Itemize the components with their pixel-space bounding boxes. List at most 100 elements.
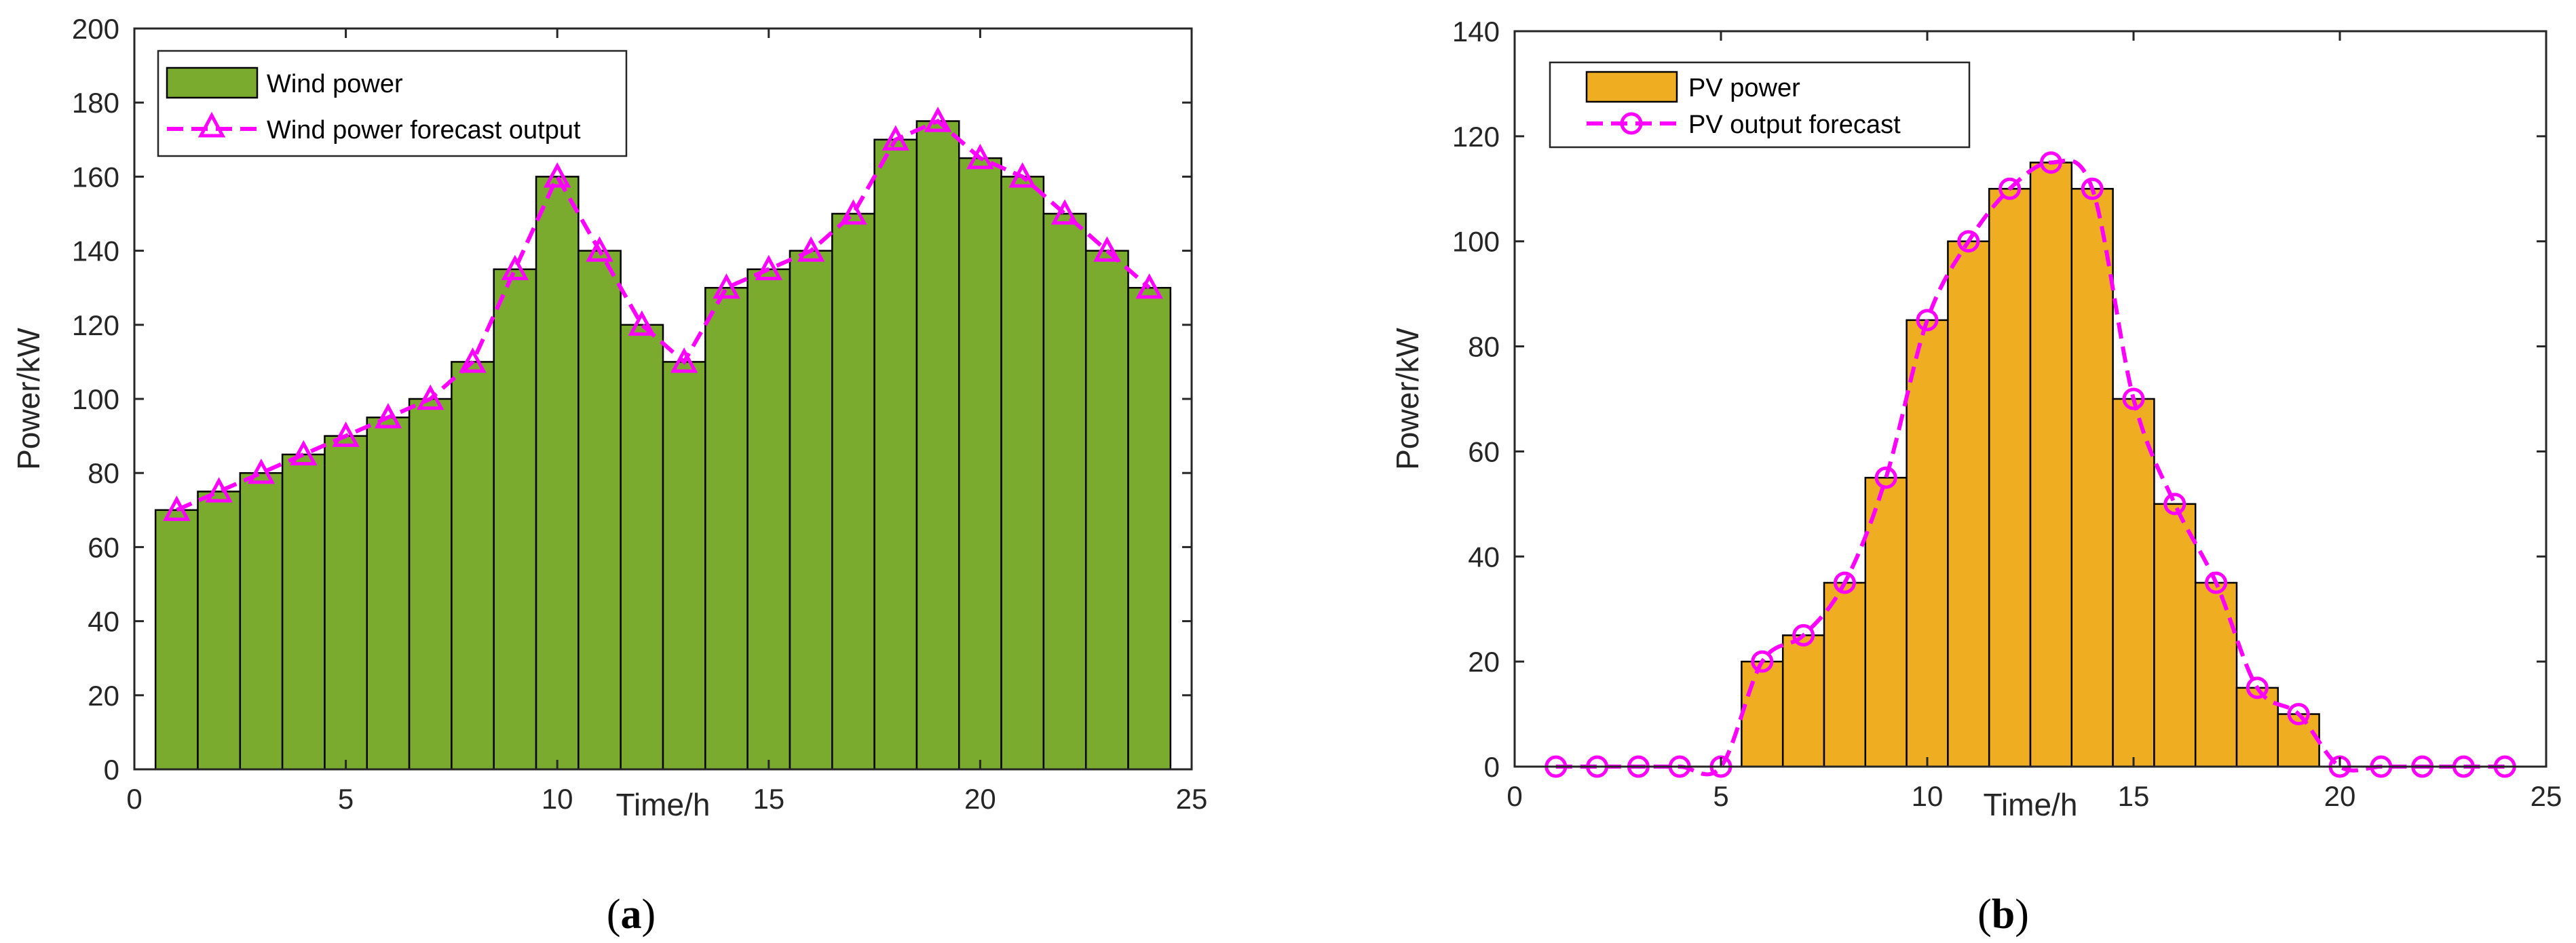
bar-a-5 (324, 435, 368, 771)
bar-b-11 (1947, 240, 1990, 768)
bar-b-16 (2153, 503, 2197, 768)
x-axis-label-b: Time/h (1984, 787, 2078, 822)
bar-b-9 (1864, 476, 1908, 768)
forecast-line-group-a (163, 107, 1163, 521)
bar-a-10 (535, 176, 580, 771)
y-axis-label-a: Power/kW (11, 328, 46, 470)
legend-label-wind-forecast: Wind power forecast output (267, 116, 581, 145)
forecast-point-a-22 (1050, 199, 1079, 225)
forecast-point-b-19 (2287, 703, 2310, 726)
forecast-point-a-1 (163, 495, 191, 521)
y-tick-label-a-140: 140 (72, 235, 119, 267)
bar-b-14 (2070, 188, 2114, 768)
legend-a: Wind power Wind power forecast output (157, 50, 628, 157)
bar-a-17 (831, 212, 875, 771)
bar-a-8 (451, 361, 495, 771)
y-axis-label-b: Power/kW (1390, 328, 1425, 470)
chart-panel-b: 0 20 40 60 80 100 120 140 0 5 10 15 20 25 Time/h Powe… (1390, 16, 2562, 938)
bar-group-a (154, 120, 1172, 771)
forecast-point-b-15 (2122, 387, 2145, 410)
forecast-point-a-24 (1135, 273, 1163, 299)
forecast-point-a-14 (713, 273, 740, 299)
forecast-point-b-10 (1916, 309, 1939, 332)
forecast-point-a-17 (839, 199, 867, 225)
legend-label-pv-power: PV power (1688, 74, 1800, 102)
forecast-line-b (1555, 158, 2505, 777)
plot-frame-b (1513, 30, 2547, 768)
forecast-point-b-11 (1957, 230, 1980, 253)
legend-marker-circle (1620, 112, 1643, 135)
forecast-point-a-15 (755, 254, 782, 280)
y-tick-label-a-80: 80 (88, 457, 119, 489)
forecast-point-b-13 (2039, 151, 2062, 174)
axes-b: 0 20 40 60 80 100 120 140 0 5 10 15 20 25 (1452, 16, 2562, 812)
panel-label-b: (b) (1977, 891, 2029, 938)
bar-b-15 (2112, 398, 2155, 768)
forecast-point-a-16 (797, 236, 825, 262)
y-tick-label-a-0: 0 (104, 754, 119, 786)
forecast-point-a-4 (290, 440, 318, 465)
panel-label-a: (a) (607, 891, 656, 938)
bar-b-6 (1741, 660, 1784, 768)
legend-swatch-wind-power (166, 66, 259, 99)
x-tick-label-a-25: 25 (1176, 783, 1208, 815)
forecast-point-b-18 (2246, 676, 2269, 699)
legend-label-wind-power: Wind power (267, 70, 403, 98)
forecast-point-a-6 (374, 403, 402, 429)
y-tick-label-b-60: 60 (1468, 436, 1500, 467)
forecast-point-a-11 (586, 236, 613, 262)
legend-swatch-pv-power (1585, 71, 1678, 103)
forecast-point-a-3 (247, 458, 276, 484)
y-tick-label-a-100: 100 (72, 383, 119, 415)
forecast-point-a-20 (966, 143, 994, 170)
y-tick-label-a-200: 200 (72, 13, 119, 45)
bar-a-12 (620, 324, 664, 771)
forecast-point-b-9 (1874, 466, 1897, 489)
forecast-point-a-8 (459, 347, 487, 373)
forecast-point-a-13 (670, 347, 698, 373)
x-tick-label-b-10: 10 (1912, 780, 1944, 812)
forecast-point-b-7 (1792, 623, 1815, 647)
bar-a-24 (1127, 286, 1172, 771)
axes-a: 0 20 40 60 80 100 120 140 160 180 200 0 5 10 15 20 25 (72, 13, 1207, 815)
bar-a-15 (746, 268, 791, 771)
y-tick-label-b-20: 20 (1468, 646, 1500, 678)
forecast-point-a-9 (501, 254, 529, 280)
bar-a-20 (958, 157, 1002, 771)
forecast-point-a-23 (1093, 236, 1121, 262)
bar-a-11 (577, 250, 622, 771)
bar-a-22 (1042, 212, 1087, 771)
bar-a-13 (662, 361, 706, 771)
forecast-point-b-12 (1999, 177, 2022, 200)
forecast-point-a-7 (417, 384, 444, 410)
bar-a-3 (239, 472, 284, 771)
forecast-point-a-5 (332, 421, 360, 447)
bar-b-12 (1988, 188, 2032, 768)
y-tick-label-a-20: 20 (88, 680, 119, 712)
forecast-point-a-19 (924, 107, 952, 132)
x-tick-label-a-15: 15 (753, 783, 784, 815)
bar-a-6 (366, 417, 411, 771)
bar-b-8 (1823, 581, 1867, 768)
bar-b-18 (2235, 687, 2279, 768)
forecast-point-b-14 (2081, 177, 2104, 200)
x-tick-label-b-25: 25 (2531, 780, 2562, 812)
y-tick-label-a-120: 120 (72, 309, 119, 341)
forecast-point-a-12 (628, 310, 656, 336)
forecast-point-b-6 (1751, 650, 1774, 673)
legend-marker-triangle (197, 111, 226, 138)
y-tick-label-b-120: 120 (1452, 121, 1500, 153)
bar-b-17 (2194, 581, 2238, 768)
x-tick-label-a-0: 0 (126, 783, 142, 815)
bar-a-4 (281, 453, 326, 771)
y-tick-label-a-180: 180 (72, 87, 119, 119)
y-tick-label-a-40: 40 (88, 606, 119, 638)
y-tick-label-b-40: 40 (1468, 541, 1500, 573)
x-tick-label-a-20: 20 (964, 783, 996, 815)
forecast-point-a-2 (205, 477, 233, 503)
y-tick-label-a-160: 160 (72, 161, 119, 193)
legend-b: PV power PV output forecast (1549, 61, 1971, 149)
forecast-point-b-17 (2205, 571, 2228, 594)
bar-a-2 (197, 490, 242, 771)
